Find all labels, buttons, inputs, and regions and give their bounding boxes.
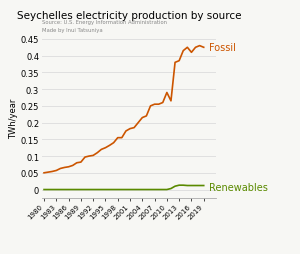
Text: Fossil: Fossil	[208, 43, 236, 53]
Text: Made by Inui Tatsuniya: Made by Inui Tatsuniya	[42, 27, 103, 33]
Text: Source: U.S. Energy Information Administration: Source: U.S. Energy Information Administ…	[42, 20, 167, 24]
Title: Seychelles electricity production by source: Seychelles electricity production by sou…	[17, 11, 241, 21]
Text: Renewables: Renewables	[208, 182, 268, 192]
Y-axis label: TWh/year: TWh/year	[9, 98, 18, 138]
